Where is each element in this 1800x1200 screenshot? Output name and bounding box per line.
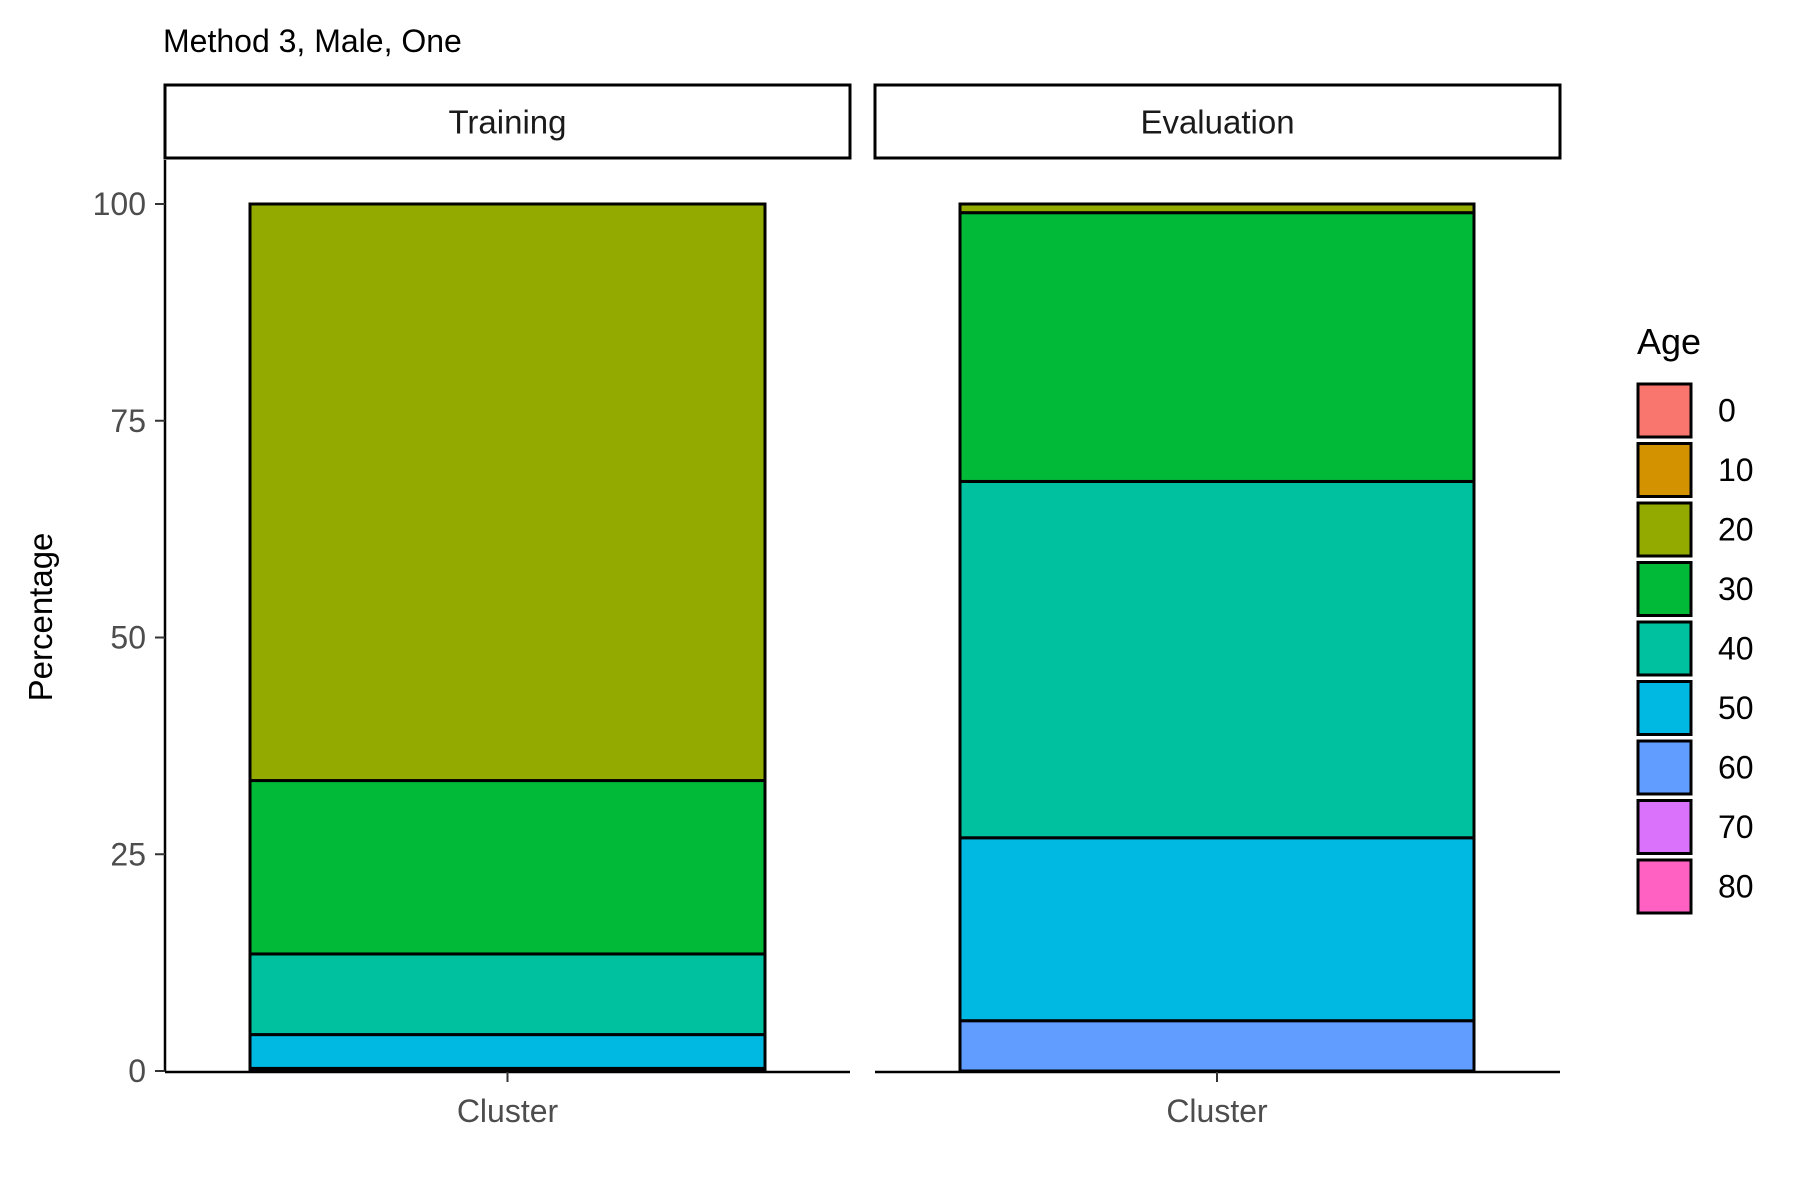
facet-strip-label: Training bbox=[449, 104, 567, 141]
y-axis: 0 25 50 75 100 bbox=[93, 160, 167, 1089]
legend-label: 0 bbox=[1718, 393, 1736, 429]
legend-item-age-10: 10 bbox=[1636, 442, 1754, 498]
legend-swatch bbox=[1636, 561, 1693, 617]
y-axis-title: Percentage bbox=[22, 533, 59, 702]
legend-swatch bbox=[1636, 858, 1693, 915]
legend-label: 60 bbox=[1718, 750, 1754, 786]
facet-panel-training: Training Cluster bbox=[163, 83, 852, 1129]
legend-swatch bbox=[1636, 739, 1693, 796]
legend-label: 30 bbox=[1718, 571, 1754, 607]
y-tick-label: 25 bbox=[110, 836, 146, 872]
legend-item-age-80: 80 bbox=[1636, 858, 1754, 915]
facet-panels: 0 25 50 75 100 Training Cluster Evaluation Clust… bbox=[93, 83, 1562, 1129]
legend-swatch bbox=[1636, 442, 1693, 498]
bar-segment-age-30 bbox=[958, 211, 1476, 483]
facet-panel-evaluation: Evaluation Cluster bbox=[873, 83, 1562, 1129]
bar-segment-age-50 bbox=[248, 1033, 767, 1070]
x-tick-label: Cluster bbox=[457, 1093, 559, 1129]
legend-item-age-0: 0 bbox=[1636, 382, 1736, 439]
bar-segment-age-60 bbox=[958, 1019, 1476, 1073]
bar-segment-age-30 bbox=[248, 779, 767, 956]
legend-title: Age bbox=[1637, 321, 1701, 362]
facet-strip bbox=[163, 83, 852, 160]
bar-segment-age-20 bbox=[248, 202, 767, 783]
chart-title: Method 3, Male, One bbox=[163, 23, 462, 59]
legend-item-age-40: 40 bbox=[1636, 620, 1754, 677]
facet-strip-label: Evaluation bbox=[1140, 104, 1294, 141]
bar-segment-age-40 bbox=[248, 952, 767, 1037]
legend-label: 20 bbox=[1718, 512, 1754, 548]
legend-label: 80 bbox=[1718, 869, 1754, 905]
y-tick-label: 50 bbox=[110, 620, 146, 656]
legend: Age 0 10 20 30 40 50 60 70 80 bbox=[1636, 321, 1754, 915]
facet-strip bbox=[873, 83, 1562, 160]
legend-label: 40 bbox=[1718, 631, 1754, 667]
x-tick-label: Cluster bbox=[1166, 1093, 1268, 1129]
legend-label: 10 bbox=[1718, 452, 1754, 488]
legend-item-age-20: 20 bbox=[1636, 501, 1754, 558]
bar-segment-age-50 bbox=[958, 836, 1476, 1023]
legend-swatch bbox=[1636, 382, 1693, 439]
bar-segment-age-20 bbox=[958, 202, 1476, 215]
legend-swatch bbox=[1636, 501, 1693, 558]
bar-segment-age-40 bbox=[958, 479, 1476, 840]
y-tick-label: 0 bbox=[128, 1053, 146, 1089]
y-tick-label: 100 bbox=[93, 186, 146, 222]
legend-swatch bbox=[1636, 799, 1693, 855]
legend-item-age-60: 60 bbox=[1636, 739, 1754, 796]
legend-swatch bbox=[1636, 680, 1693, 736]
legend-item-age-50: 50 bbox=[1636, 680, 1754, 736]
y-tick-label: 75 bbox=[110, 403, 146, 439]
legend-item-age-30: 30 bbox=[1636, 561, 1754, 617]
legend-label: 50 bbox=[1718, 690, 1754, 726]
legend-label: 70 bbox=[1718, 809, 1754, 845]
legend-swatch bbox=[1636, 620, 1693, 677]
legend-item-age-70: 70 bbox=[1636, 799, 1754, 855]
